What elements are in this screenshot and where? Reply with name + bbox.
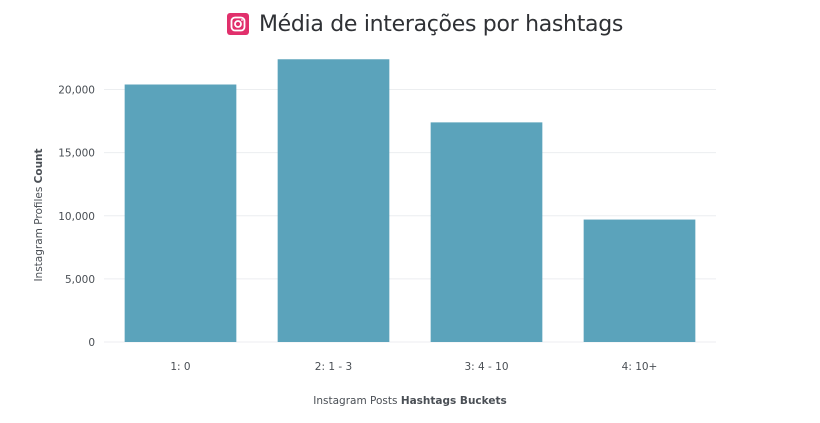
y-axis-title-prefix: Instagram Profiles [33, 183, 45, 281]
y-tick-label: 15,000 [58, 148, 95, 160]
x-tick-label: 3: 4 - 10 [464, 361, 508, 373]
x-axis-title: Instagram Posts Hashtags Buckets [313, 395, 506, 407]
instagram-icon [226, 13, 249, 35]
x-tick-label: 2: 1 - 3 [315, 361, 352, 373]
y-axis-title-bold: Count [33, 148, 45, 183]
x-tick-label: 4: 10+ [622, 361, 658, 373]
x-tick-label: 1: 0 [170, 361, 190, 373]
bar [430, 122, 543, 342]
y-tick-label: 20,000 [58, 85, 95, 97]
chart-title: Média de interações por hashtags [258, 11, 624, 37]
bar [124, 84, 237, 343]
bar [277, 59, 390, 343]
bar [583, 219, 696, 342]
chart-title-row: Média de interações por hashtags [0, 8, 820, 40]
y-tick-label: 5,000 [65, 274, 95, 286]
x-axis-title-prefix: Instagram Posts [313, 395, 401, 407]
y-tick-label: 10,000 [58, 211, 95, 223]
y-tick-label: 0 [88, 337, 95, 349]
y-axis-title: Instagram Profiles Count [33, 148, 45, 281]
x-axis-title-bold: Hashtags Buckets [401, 395, 507, 407]
